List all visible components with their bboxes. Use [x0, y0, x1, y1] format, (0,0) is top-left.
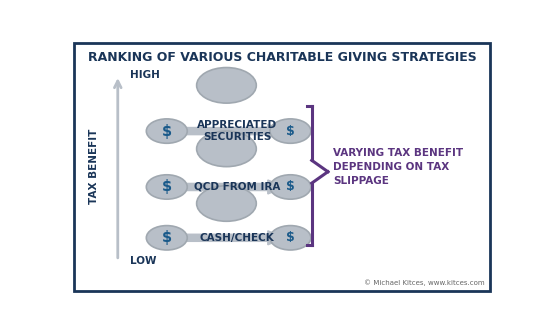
Text: APPRECIATED
SECURITIES: APPRECIATED SECURITIES	[197, 120, 277, 143]
Text: $: $	[162, 180, 172, 194]
Text: CASH/CHECK: CASH/CHECK	[200, 233, 274, 243]
Text: $: $	[162, 230, 172, 245]
Circle shape	[146, 119, 187, 143]
Circle shape	[146, 175, 187, 199]
Circle shape	[270, 119, 311, 143]
FancyArrow shape	[181, 180, 285, 194]
Circle shape	[197, 131, 256, 167]
Text: $: $	[162, 123, 172, 139]
Text: LOW: LOW	[130, 256, 156, 266]
Text: $: $	[286, 125, 295, 138]
Circle shape	[146, 226, 187, 250]
FancyArrow shape	[181, 231, 285, 245]
Text: QCD FROM IRA: QCD FROM IRA	[194, 182, 280, 192]
Text: HIGH: HIGH	[130, 70, 159, 80]
Circle shape	[270, 175, 311, 199]
Circle shape	[197, 186, 256, 221]
Text: TAX BENEFIT: TAX BENEFIT	[89, 129, 100, 204]
Text: $: $	[286, 231, 295, 244]
Text: RANKING OF VARIOUS CHARITABLE GIVING STRATEGIES: RANKING OF VARIOUS CHARITABLE GIVING STR…	[87, 51, 476, 64]
Text: $: $	[286, 181, 295, 193]
Text: © Michael Kitces, www.kitces.com: © Michael Kitces, www.kitces.com	[364, 280, 485, 286]
Circle shape	[270, 226, 311, 250]
Circle shape	[197, 68, 256, 103]
FancyArrow shape	[181, 124, 285, 138]
Text: VARYING TAX BENEFIT
DEPENDING ON TAX
SLIPPAGE: VARYING TAX BENEFIT DEPENDING ON TAX SLI…	[333, 148, 463, 186]
